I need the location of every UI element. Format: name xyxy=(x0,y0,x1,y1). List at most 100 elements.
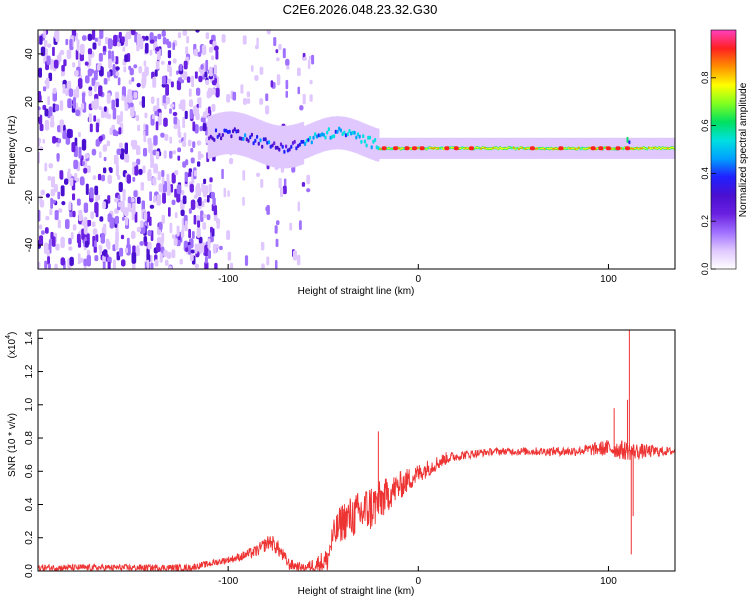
spectrogram-cell xyxy=(184,220,188,231)
spectrogram-cell xyxy=(102,45,107,54)
spectrogram-cell xyxy=(91,30,96,40)
spectrogram-cell xyxy=(295,146,298,151)
spectrogram-cell xyxy=(90,211,94,220)
spectrogram-cell xyxy=(120,234,125,240)
spectrogram-cell xyxy=(194,71,198,79)
spectrogram-ytick-label: 0 xyxy=(24,146,35,152)
spectrogram-cell xyxy=(510,147,514,149)
spectrogram-cell xyxy=(187,139,192,147)
spectrogram-cell xyxy=(671,146,674,149)
spectrogram-cell xyxy=(259,98,264,105)
spectrogram-cell xyxy=(176,225,180,237)
spectrogram-cell xyxy=(95,196,99,202)
spectrogram-cell xyxy=(212,197,216,206)
spectrogram-cell xyxy=(225,128,228,133)
spectrogram-cell xyxy=(207,250,211,259)
spectrogram-cell xyxy=(57,219,61,229)
spectrogram-cell xyxy=(117,175,121,180)
colorbar: 0.0 0.2 0.4 0.6 0.8 Normalized spectral ampl… xyxy=(700,29,749,275)
snr-series xyxy=(38,330,675,571)
spectrogram-cell xyxy=(252,141,255,146)
spectrogram-cell xyxy=(46,43,52,48)
spectrogram-cell xyxy=(204,185,209,195)
spectrogram-cell xyxy=(163,249,168,257)
spectrogram-cell xyxy=(309,94,313,102)
spectrogram-cell xyxy=(92,42,97,50)
spectrogram-cell xyxy=(393,146,398,151)
spectrogram-cell xyxy=(291,141,295,145)
spectrogram-cell xyxy=(605,146,611,151)
spectrogram-cell xyxy=(112,64,116,76)
spectrogram-cell xyxy=(169,222,173,234)
spectrogram-cell xyxy=(188,244,192,255)
spectrogram-cell xyxy=(173,124,178,130)
spectrogram-cell xyxy=(459,147,462,149)
spectrogram-cell xyxy=(79,43,85,55)
spectrogram-cell xyxy=(644,147,647,150)
spectrogram-cell xyxy=(72,210,76,218)
exponent-power: 4 xyxy=(5,335,12,339)
spectrogram-cell xyxy=(276,145,279,150)
snr-line xyxy=(38,440,675,571)
spectrogram-cell xyxy=(282,125,286,169)
spectrogram-cell xyxy=(113,34,118,47)
spectrogram-cell xyxy=(133,64,138,69)
spectrogram-cell xyxy=(158,112,162,119)
spectrogram-cell xyxy=(114,215,119,225)
spectrogram-cell xyxy=(65,219,70,230)
spectrogram-cell xyxy=(476,147,479,149)
spectrogram-cell xyxy=(38,224,43,230)
spectrogram-cell xyxy=(102,144,108,152)
spectrogram-cell xyxy=(209,134,212,139)
spectrogram-cell xyxy=(228,129,231,134)
spectrogram-cell xyxy=(149,204,155,209)
spectrogram-cell xyxy=(639,147,642,150)
spectrogram-cell xyxy=(276,220,280,226)
spectrogram-cell xyxy=(581,147,584,149)
spectrogram-cell xyxy=(603,146,606,149)
spectrogram-cell xyxy=(189,254,194,262)
spectrogram-cell xyxy=(399,148,402,150)
spectrogram-cell xyxy=(170,184,174,193)
snr-xtick-label: 100 xyxy=(600,576,617,587)
spectrogram-cell xyxy=(658,146,661,149)
spectrogram-cell xyxy=(430,147,433,149)
spectrogram-cell xyxy=(273,37,277,47)
spectrogram-cell xyxy=(130,140,134,147)
spectrogram-cell xyxy=(129,208,135,213)
spectrogram-cell xyxy=(76,177,80,182)
spectrogram-cell xyxy=(223,128,226,133)
spectrogram-cell xyxy=(120,200,125,213)
spectrogram-cell xyxy=(254,138,257,143)
spectrogram-cell xyxy=(136,145,141,156)
spectrogram-cell xyxy=(134,211,138,223)
spectrogram-cell xyxy=(107,261,111,269)
spectrogram-cell xyxy=(107,38,113,50)
spectrogram-cell xyxy=(504,147,507,150)
spectrogram-cell xyxy=(149,216,152,226)
spectrogram-cell xyxy=(39,195,42,204)
snr-ytick-label: 1.2 xyxy=(24,364,35,378)
spectrogram-cell xyxy=(232,91,237,101)
snr-ylabel: SNR (10 * v/v) xyxy=(7,413,18,477)
spectrogram-cell xyxy=(144,42,149,54)
spectrogram-cell xyxy=(157,171,161,181)
spectrogram-cell xyxy=(303,142,307,146)
spectrogram-cell xyxy=(154,69,158,77)
spectrogram-cell xyxy=(200,64,204,70)
spectrogram-cell xyxy=(38,146,44,151)
spectrogram-cell xyxy=(136,44,140,52)
spectrogram-cell xyxy=(169,66,172,77)
spectrogram-cell xyxy=(663,147,666,150)
spectrogram-cell xyxy=(207,195,210,203)
spectrogram-cell xyxy=(665,147,668,149)
spectrogram-cell xyxy=(524,148,527,150)
spectrogram-cell xyxy=(379,148,382,150)
spectrogram-cell xyxy=(398,147,401,149)
spectrogram-cell xyxy=(567,147,570,149)
spectrogram-cell xyxy=(124,151,128,163)
spectrogram-cell xyxy=(119,142,123,149)
spectrogram-cell xyxy=(337,116,341,150)
spectrogram-cell xyxy=(103,223,107,236)
spectrogram-cell xyxy=(168,207,171,217)
